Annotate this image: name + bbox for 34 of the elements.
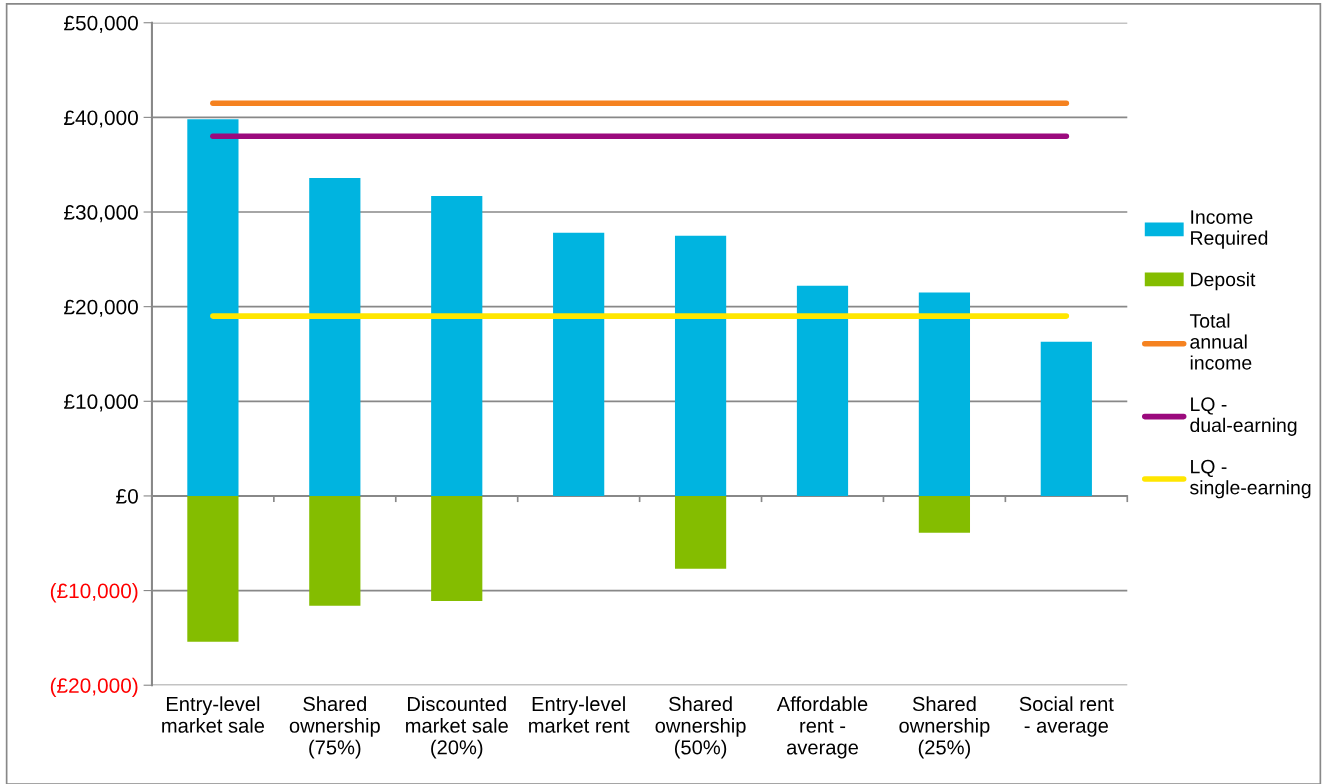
x-tick-label: Entry-level market sale	[162, 696, 265, 733]
bar	[674, 235, 727, 496]
bar	[796, 285, 849, 496]
bar	[1040, 341, 1092, 496]
bar	[187, 119, 239, 496]
y-tick-label: (£10,000)	[50, 583, 138, 603]
y-tick-label: £0	[116, 488, 138, 504]
y-tick-label: £10,000	[64, 394, 138, 412]
x-tick-label: Shared ownership (75%)	[289, 696, 380, 759]
x-tick-label: Discounted market sale (20%)	[406, 696, 508, 759]
y-tick-label: (£20,000)	[50, 677, 138, 698]
y-tick-label: £20,000	[64, 299, 138, 317]
legend-label: LQ - single-earning	[1190, 459, 1311, 499]
legend-label: Income Required	[1191, 210, 1268, 249]
bar	[431, 495, 483, 601]
bar	[431, 195, 483, 496]
bar	[187, 495, 239, 642]
legend-label: LQ - dual-earning	[1190, 397, 1297, 436]
x-tick-label: Shared ownership (25%)	[899, 696, 990, 759]
x-tick-label: Affordable rent - average	[776, 696, 868, 759]
y-tick-label: £30,000	[64, 205, 138, 223]
y-tick-label: £40,000	[64, 110, 138, 128]
bar	[918, 495, 971, 533]
y-tick-label: £50,000	[64, 15, 138, 33]
x-tick-label: Entry-level market rent	[529, 696, 630, 733]
legend-label: Deposit	[1191, 272, 1256, 291]
bar	[553, 232, 605, 496]
bar	[309, 177, 361, 496]
bar	[674, 495, 727, 569]
x-tick-label: Social rent - average	[1019, 696, 1114, 737]
x-tick-label: Shared ownership (50%)	[655, 696, 746, 759]
legend-label: Total annual income	[1189, 313, 1252, 370]
bar	[309, 495, 361, 606]
bar	[918, 292, 971, 496]
